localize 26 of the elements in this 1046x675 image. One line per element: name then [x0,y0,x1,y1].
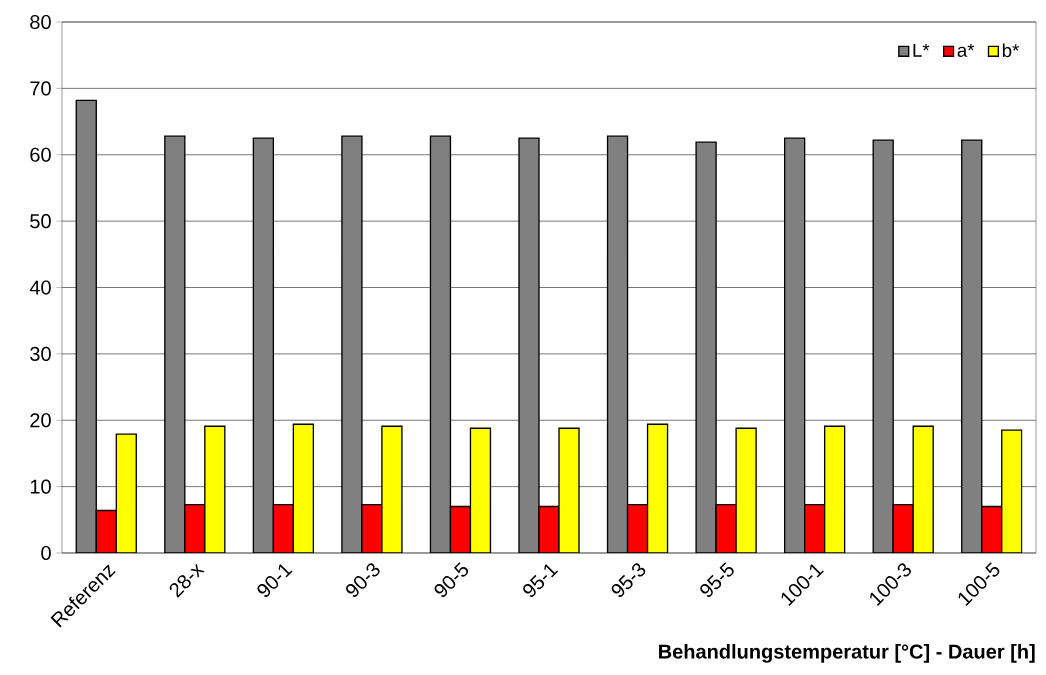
y-tick-label: 50 [30,214,51,229]
bar [518,137,540,553]
bar [695,141,717,553]
bar [341,135,363,553]
y-tick-label: 40 [29,280,51,295]
y-tick-label: 80 [30,14,51,30]
bar [164,135,186,553]
y-tick-label: 10 [30,479,51,494]
y-tick-label: 70 [30,81,51,96]
bar [872,139,894,553]
bar [252,137,275,553]
bar [961,139,983,553]
y-tick-label: 60 [30,147,51,162]
y-tick-label: 30 [30,346,51,361]
bar [429,135,452,553]
y-tick-label: 20 [30,413,51,428]
legend-label: a* [957,43,975,57]
x-tick-label: 95-1 [523,564,559,597]
legend-label: L* [913,43,930,57]
bar [606,135,629,553]
legend-label: b* [1002,43,1020,58]
y-tick-label: 0 [41,545,51,561]
x-tick-label: 90-1 [257,564,293,597]
x-axis-title: Behandlungstemperatur [°C] - Dauer [h] [659,644,1035,663]
bar [783,137,806,553]
bar [75,99,97,553]
